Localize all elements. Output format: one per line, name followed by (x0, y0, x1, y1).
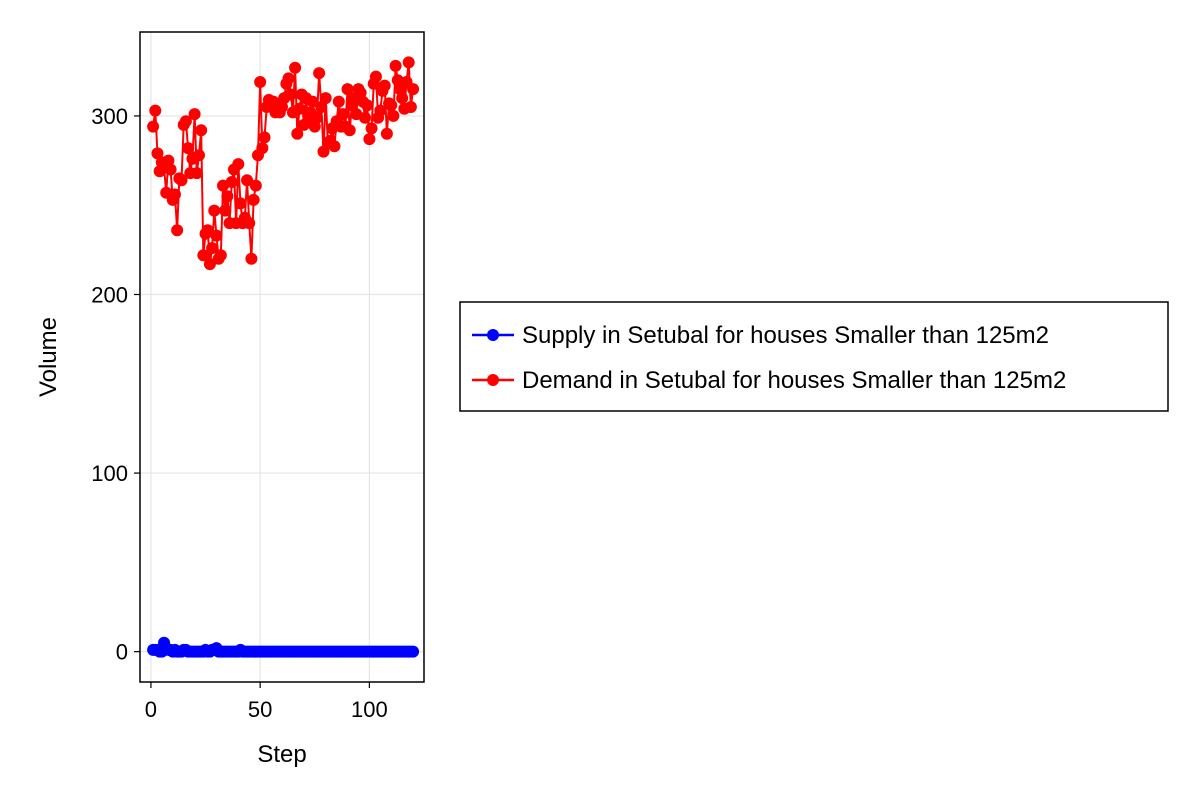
series-1-point-62 (282, 72, 295, 85)
series-1-point-15 (179, 115, 192, 128)
series-layer (147, 56, 420, 658)
series-1-point-89 (341, 83, 354, 96)
series-1-point-31 (214, 249, 227, 262)
legend-swatch-demand-marker (487, 374, 499, 386)
series-1-point-67 (293, 102, 306, 115)
x-tick-label-1: 50 (248, 697, 272, 722)
series-1-point-83 (328, 140, 341, 153)
series-1-point-27 (206, 242, 219, 255)
series-1-point-20 (190, 167, 203, 180)
series-1-point-99 (363, 133, 376, 146)
series-1-point-100 (365, 122, 378, 135)
series-1-point-79 (319, 92, 332, 105)
series-1-point-21 (192, 149, 205, 162)
series-1-point-76 (313, 67, 326, 80)
series-1-point-85 (332, 95, 345, 108)
series-1-point-34 (221, 190, 234, 203)
series-1-point-43 (241, 174, 254, 187)
series-1-point-90 (343, 124, 356, 137)
series-1-point-51 (258, 131, 271, 144)
series-1-point-117 (402, 56, 415, 69)
series-1-point-22 (195, 124, 208, 137)
series-1-point-47 (249, 179, 262, 192)
series-1-point-106 (378, 79, 391, 92)
series-1-point-66 (291, 127, 304, 140)
series-1-point-49 (254, 76, 267, 88)
series-1-point-2 (151, 147, 164, 160)
series-0-point-119 (407, 645, 420, 658)
legend-entry-supply: Supply in Setubal for houses Smaller tha… (522, 322, 1049, 349)
series-1-point-75 (310, 111, 323, 124)
legend: Supply in Setubal for houses Smaller tha… (459, 301, 1169, 412)
series-1-point-50 (256, 142, 269, 155)
series-1-point-87 (337, 108, 350, 121)
series-0 (147, 636, 420, 658)
series-1-point-39 (232, 158, 245, 171)
legend-swatch-supply-marker (487, 329, 499, 341)
series-1-point-16 (182, 142, 195, 155)
series-1-point-36 (225, 176, 238, 188)
series-1-point-13 (175, 174, 188, 187)
series-1-point-23 (197, 249, 210, 262)
y-tick-label-2: 200 (91, 283, 128, 308)
series-1-point-0 (147, 120, 160, 133)
series-1 (147, 56, 420, 271)
plot-frame (139, 31, 425, 683)
legend-entry-demand: Demand in Setubal for houses Smaller tha… (522, 367, 1066, 394)
series-1-point-45 (245, 252, 258, 265)
series-1-point-118 (404, 101, 417, 113)
axis-ticks: 0 50 100 0 100 200 300 (91, 104, 387, 722)
series-1-point-11 (171, 224, 184, 237)
y-tick-label-3: 300 (91, 104, 128, 129)
x-tick-label-0: 0 (145, 697, 157, 722)
series-1-point-77 (315, 101, 328, 113)
series-1-point-44 (243, 217, 256, 230)
series-1-point-28 (208, 204, 221, 217)
series-1-point-19 (188, 108, 201, 121)
y-tick-label-1: 100 (91, 461, 128, 486)
series-1-point-10 (168, 188, 181, 201)
x-axis-label: Step (257, 741, 306, 768)
series-1-point-104 (374, 104, 387, 117)
series-1-point-40 (234, 197, 247, 210)
series-1-point-110 (387, 109, 400, 122)
series-1-point-102 (369, 70, 382, 83)
y-axis-label: Volume (35, 317, 62, 397)
series-1-point-65 (289, 61, 302, 74)
series-1-point-111 (389, 59, 402, 72)
series-1-point-26 (203, 258, 216, 271)
series-1-point-25 (201, 224, 214, 237)
legend-box (459, 301, 1169, 412)
series-1-point-1 (149, 104, 162, 117)
series-1-point-107 (380, 127, 393, 140)
series-1-point-114 (396, 92, 409, 105)
series-1-point-63 (284, 88, 297, 101)
series-1-point-8 (164, 163, 177, 176)
series-1-point-33 (219, 204, 232, 217)
series-1-point-46 (247, 193, 260, 206)
y-tick-label-0: 0 (116, 640, 128, 665)
series-1-point-78 (317, 145, 330, 158)
series-1-point-109 (385, 99, 398, 112)
series-1-point-119 (407, 83, 420, 96)
series-1-point-97 (359, 111, 372, 124)
series-1-point-98 (361, 99, 374, 112)
series-1-point-29 (210, 229, 223, 242)
series-1-point-73 (306, 95, 319, 108)
x-tick-label-2: 100 (351, 697, 388, 722)
